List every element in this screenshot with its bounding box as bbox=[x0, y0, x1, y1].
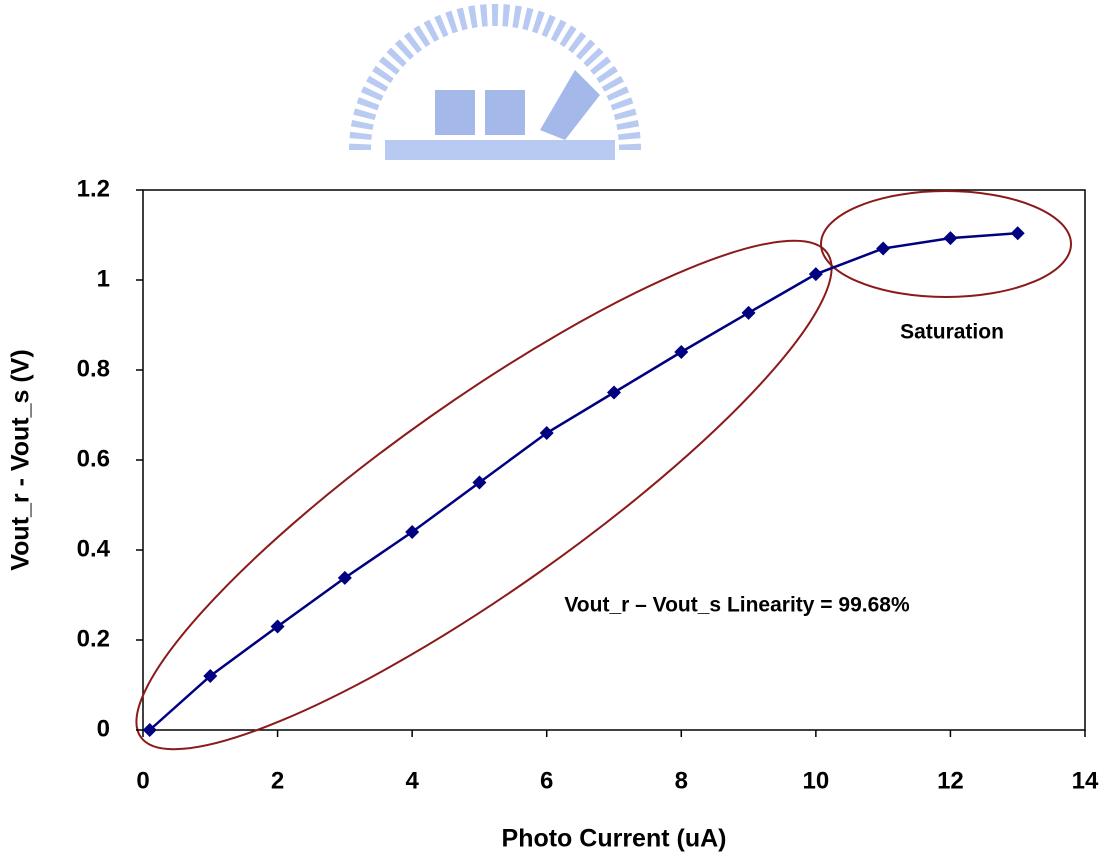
y-tick-label: 0.6 bbox=[77, 445, 110, 472]
y-tick-label: 0 bbox=[97, 715, 110, 742]
y-tick-label: 0.4 bbox=[77, 535, 111, 562]
saturation-ellipse bbox=[821, 191, 1071, 297]
annotation: Vout_r – Vout_s Linearity = 99.68% bbox=[564, 594, 910, 617]
y-tick-label: 0.2 bbox=[77, 625, 110, 652]
chart: Photo Current (uA) Vout_r - Vout_s (V) S… bbox=[0, 0, 1115, 865]
logo bbox=[360, 15, 630, 160]
x-tick-label: 0 bbox=[136, 767, 149, 794]
plot-frame bbox=[143, 190, 1085, 730]
x-tick-label: 8 bbox=[675, 767, 688, 794]
annotation: Saturation bbox=[900, 321, 1004, 344]
series-line bbox=[150, 233, 1018, 730]
x-tick-label: 14 bbox=[1072, 767, 1099, 794]
y-tick-label: 1.2 bbox=[77, 175, 110, 202]
marker bbox=[607, 386, 621, 400]
linearity-ellipse bbox=[86, 175, 882, 814]
x-tick-label: 2 bbox=[271, 767, 284, 794]
y-axis-title: Vout_r - Vout_s (V) bbox=[7, 349, 35, 570]
marker bbox=[809, 267, 823, 281]
x-tick-label: 12 bbox=[937, 767, 964, 794]
x-tick-label: 10 bbox=[803, 767, 830, 794]
x-tick-label: 4 bbox=[405, 767, 419, 794]
x-tick-label: 6 bbox=[540, 767, 553, 794]
marker bbox=[876, 242, 890, 256]
y-tick-label: 1 bbox=[97, 265, 110, 292]
y-tick-label: 0.8 bbox=[77, 355, 110, 382]
marker bbox=[674, 345, 688, 359]
marker bbox=[1011, 226, 1025, 240]
x-axis-title: Photo Current (uA) bbox=[502, 825, 727, 853]
marker bbox=[742, 306, 756, 320]
marker bbox=[943, 231, 957, 245]
